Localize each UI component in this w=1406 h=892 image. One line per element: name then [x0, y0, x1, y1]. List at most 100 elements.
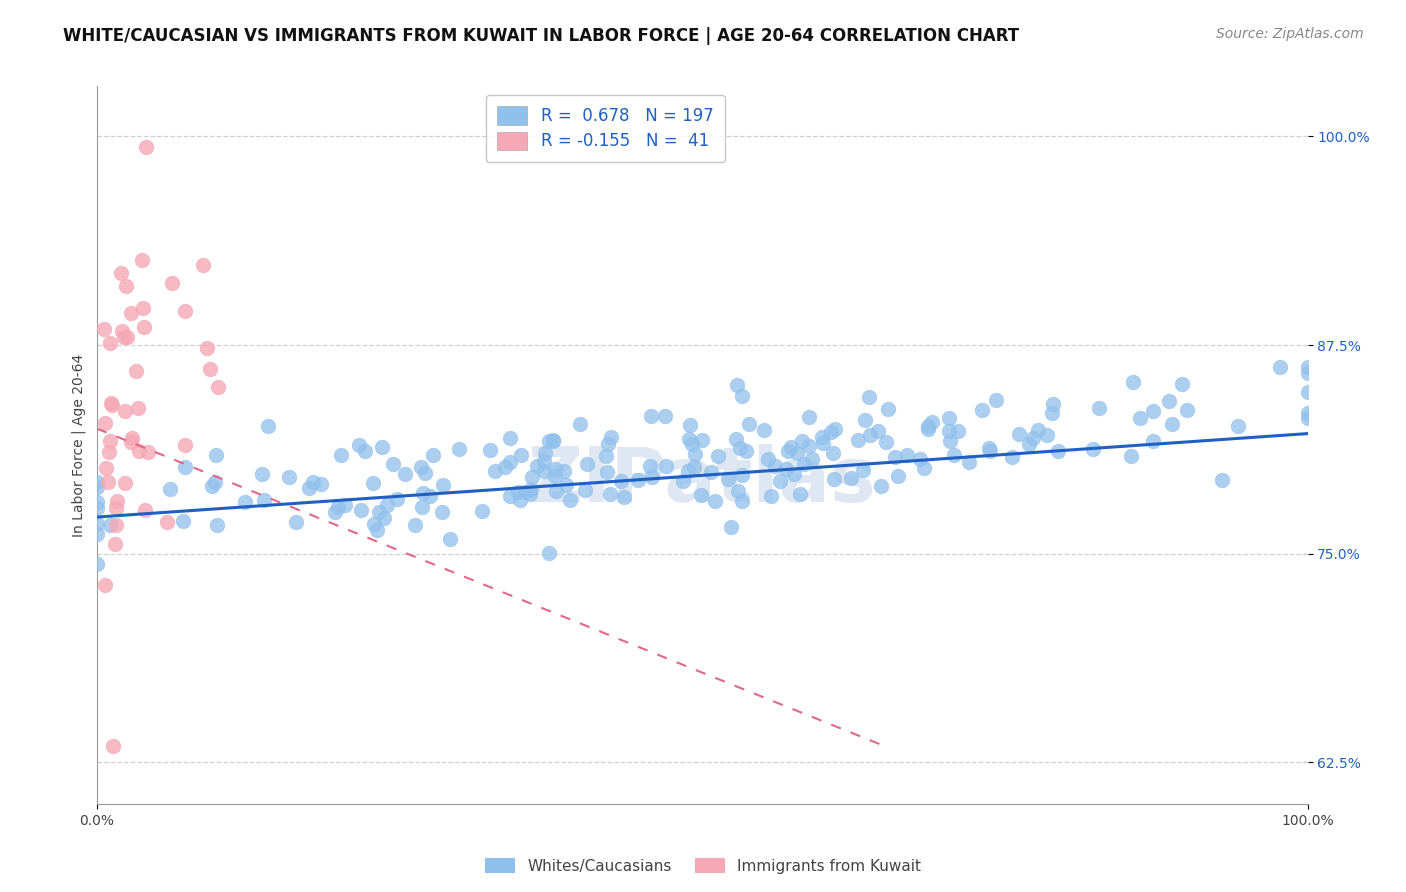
Point — [96, 461, 118, 475]
Point — [394, 467, 416, 482]
Point — [1157, 393, 1180, 408]
Point — [555, 477, 578, 491]
Point — [494, 459, 516, 474]
Point — [381, 457, 404, 471]
Point — [811, 436, 834, 450]
Point — [323, 505, 346, 519]
Point — [105, 494, 128, 508]
Point — [366, 524, 388, 538]
Point — [98, 517, 121, 532]
Point — [938, 424, 960, 438]
Point — [1175, 402, 1198, 417]
Point — [824, 422, 846, 436]
Point — [543, 434, 565, 449]
Point — [921, 415, 943, 429]
Point — [204, 448, 226, 462]
Legend: R =  0.678   N = 197, R = -0.155   N =  41: R = 0.678 N = 197, R = -0.155 N = 41 — [485, 95, 725, 162]
Point — [125, 363, 148, 377]
Point — [727, 484, 749, 499]
Point — [797, 439, 820, 453]
Point — [568, 417, 591, 431]
Point — [544, 468, 567, 483]
Point — [156, 515, 179, 529]
Point — [373, 510, 395, 524]
Point — [731, 389, 754, 403]
Point — [1042, 397, 1064, 411]
Point — [1081, 442, 1104, 456]
Point — [1122, 376, 1144, 390]
Point — [114, 404, 136, 418]
Point — [413, 466, 436, 480]
Point — [820, 425, 842, 439]
Point — [595, 449, 617, 463]
Point — [1226, 418, 1249, 433]
Point — [600, 430, 623, 444]
Point — [690, 488, 713, 502]
Point — [128, 444, 150, 458]
Point — [335, 499, 357, 513]
Point — [302, 475, 325, 489]
Point — [943, 448, 966, 462]
Point — [363, 476, 385, 491]
Point — [198, 361, 221, 376]
Point — [574, 483, 596, 497]
Point — [439, 532, 461, 546]
Point — [97, 445, 120, 459]
Point — [86, 558, 108, 572]
Point — [533, 463, 555, 477]
Point — [546, 483, 568, 498]
Point — [734, 443, 756, 458]
Point — [515, 485, 537, 500]
Point — [100, 396, 122, 410]
Point — [371, 440, 394, 454]
Point — [100, 335, 122, 350]
Point — [257, 419, 280, 434]
Point — [1119, 449, 1142, 463]
Point — [810, 430, 832, 444]
Point — [700, 465, 723, 479]
Point — [522, 470, 544, 484]
Point — [115, 279, 138, 293]
Point — [86, 495, 108, 509]
Point — [1296, 360, 1319, 375]
Point — [627, 473, 650, 487]
Point — [86, 501, 108, 516]
Point — [1001, 450, 1024, 465]
Point — [135, 140, 157, 154]
Point — [120, 435, 142, 450]
Point — [377, 498, 399, 512]
Point — [1296, 366, 1319, 380]
Point — [432, 477, 454, 491]
Point — [97, 475, 120, 489]
Point — [707, 449, 730, 463]
Point — [367, 505, 389, 519]
Point — [775, 462, 797, 476]
Point — [105, 500, 128, 515]
Point — [174, 460, 197, 475]
Point — [910, 452, 932, 467]
Point — [354, 443, 377, 458]
Point — [730, 442, 752, 456]
Point — [801, 451, 824, 466]
Text: Source: ZipAtlas.com: Source: ZipAtlas.com — [1216, 27, 1364, 41]
Point — [93, 322, 115, 336]
Point — [174, 438, 197, 452]
Text: ZIPatlas: ZIPatlas — [527, 444, 876, 518]
Point — [720, 520, 742, 534]
Point — [86, 480, 108, 494]
Point — [917, 419, 939, 434]
Point — [1022, 431, 1045, 445]
Point — [853, 413, 876, 427]
Point — [725, 377, 748, 392]
Point — [471, 503, 494, 517]
Point — [823, 472, 845, 486]
Point — [114, 475, 136, 490]
Point — [191, 258, 214, 272]
Point — [509, 492, 531, 507]
Point — [484, 464, 506, 478]
Point — [1296, 411, 1319, 425]
Point — [526, 458, 548, 473]
Point — [598, 437, 620, 451]
Point — [411, 500, 433, 515]
Point — [731, 494, 754, 508]
